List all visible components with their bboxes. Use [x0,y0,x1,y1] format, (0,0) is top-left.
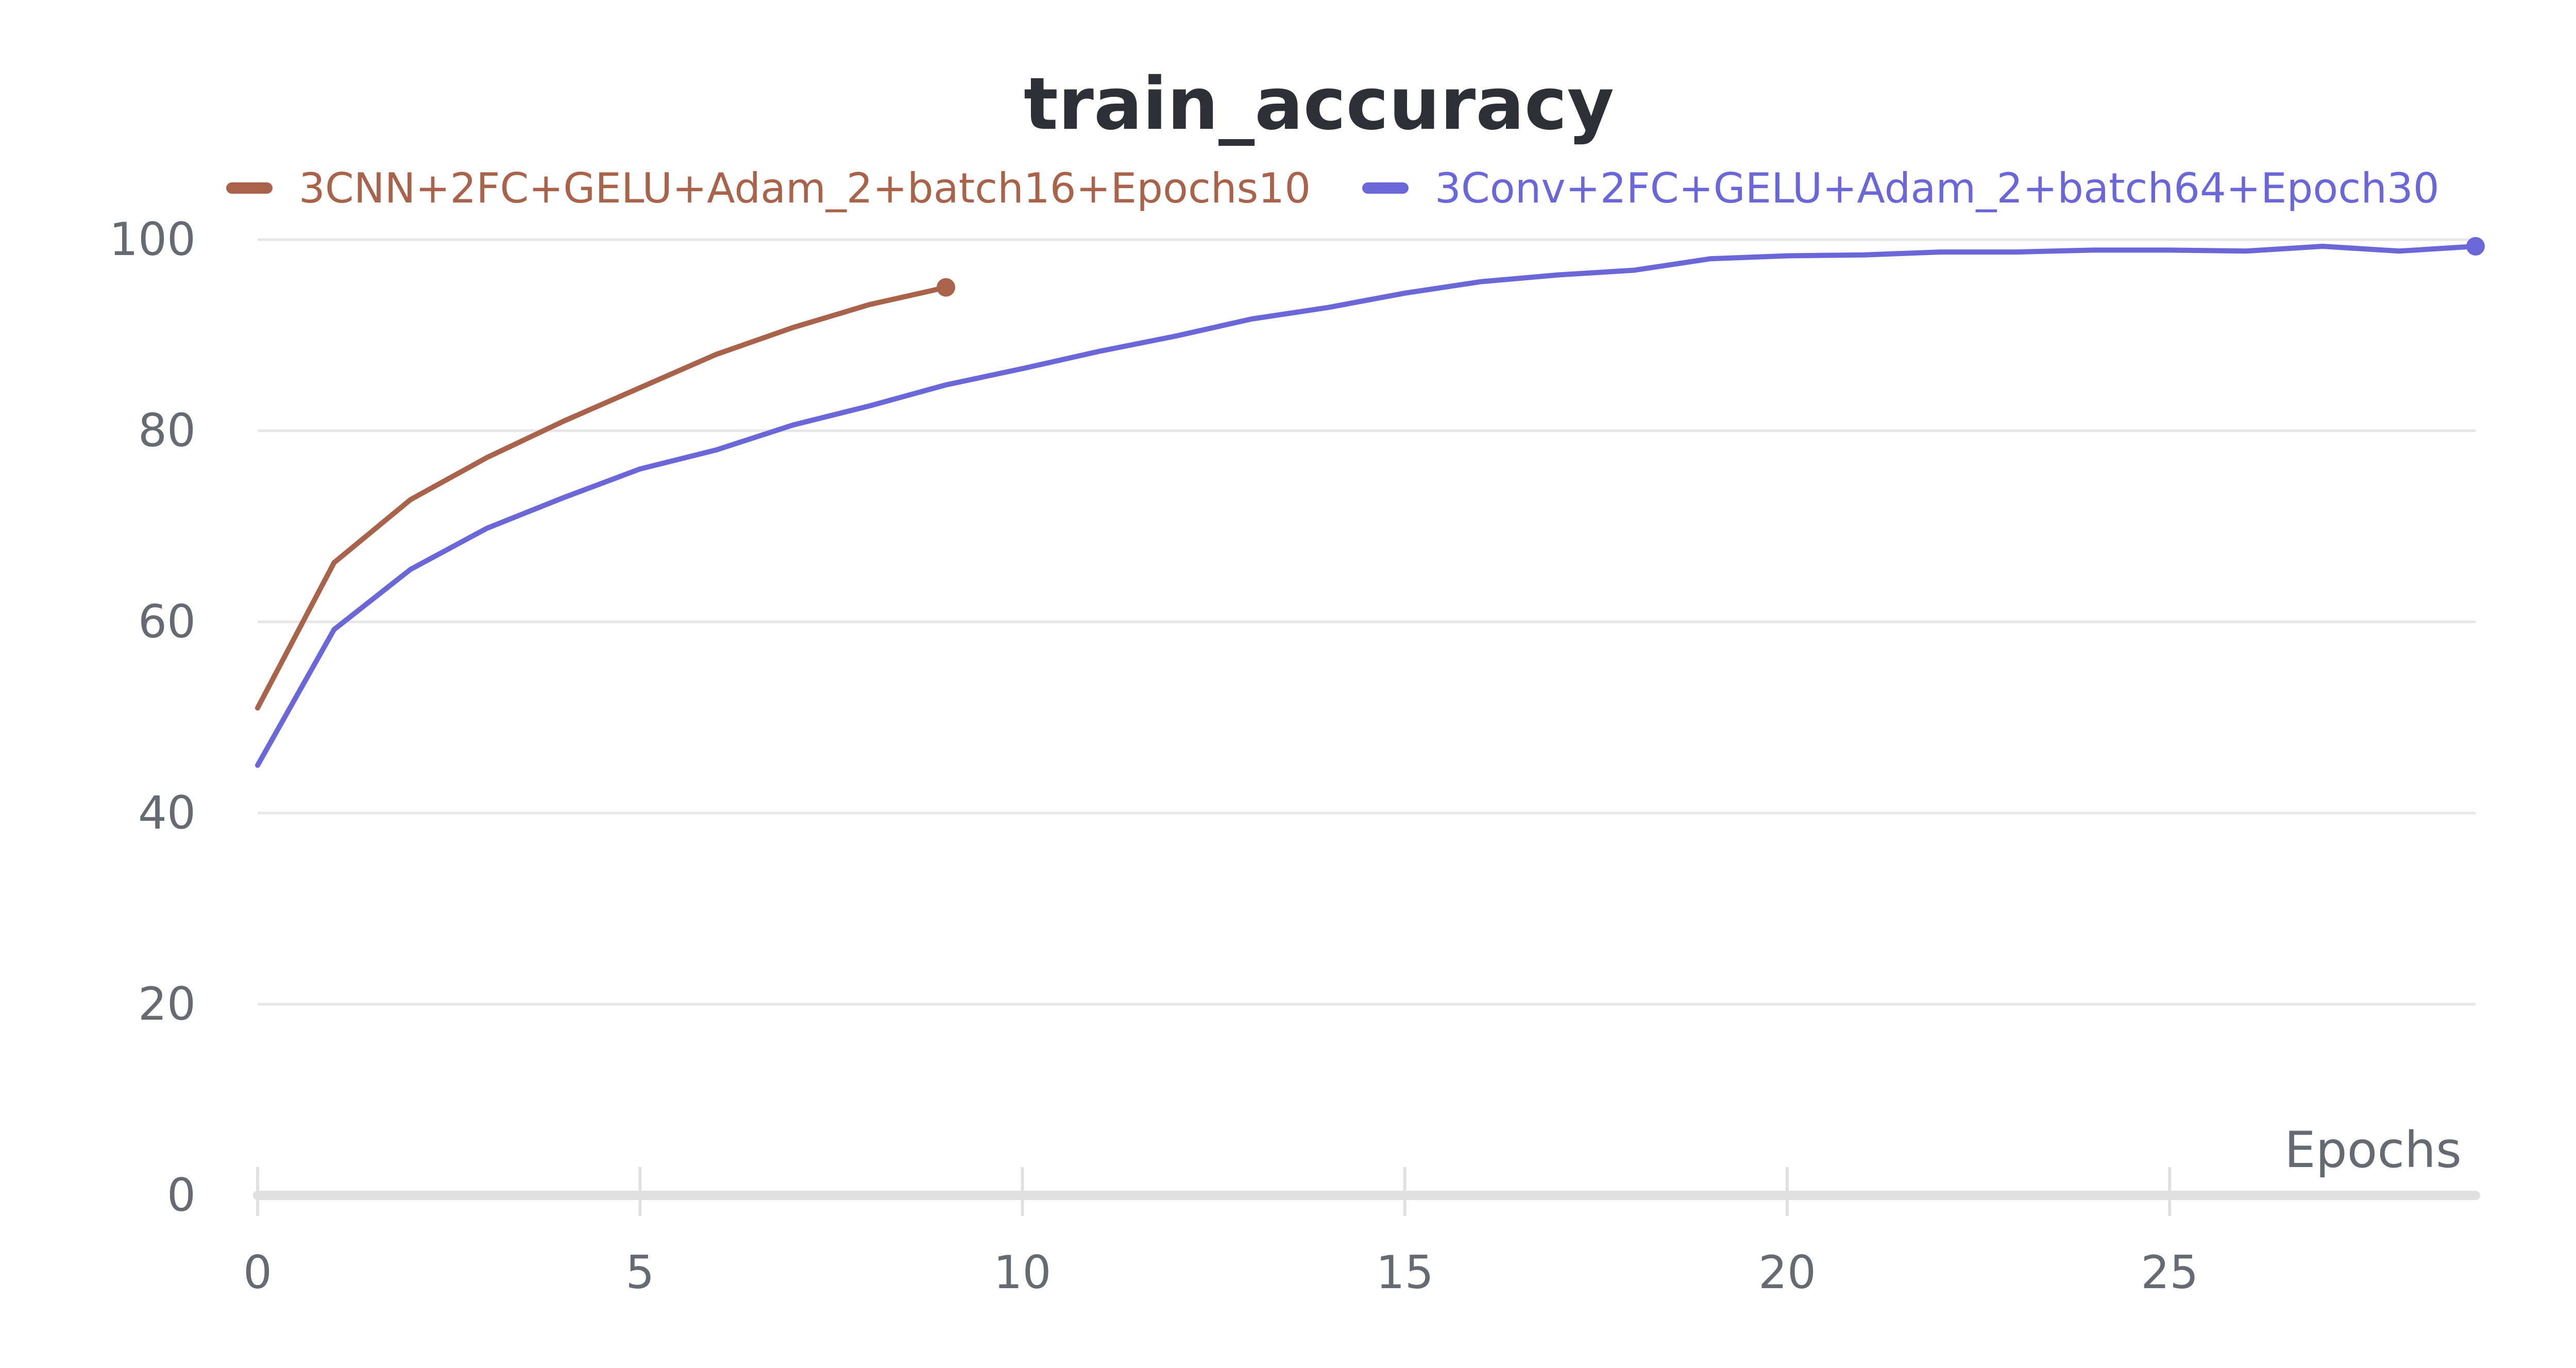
x-tick-label: 20 [1758,1246,1816,1299]
y-axis-ticks: 0 20 40 60 80 100 [109,213,196,1222]
legend-label-2[interactable]: 3Conv+2FC+GELU+Adam_2+batch64+Epoch30 [1435,164,2439,212]
x-tick-label: 10 [993,1246,1051,1299]
series-layer [255,237,2485,768]
chart-title: train_accuracy [1024,62,1614,146]
legend-label-1[interactable]: 3CNN+2FC+GELU+Adam_2+batch16+Epochs10 [299,164,1311,212]
legend[interactable]: 3CNN+2FC+GELU+Adam_2+batch16+Epochs10 3Co… [226,164,2439,212]
grid-lines [258,238,2476,1006]
y-tick-label: 20 [138,977,196,1031]
y-tick-label: 80 [138,404,196,457]
x-tick-label: 15 [1376,1246,1434,1299]
series-line-2 [255,244,2478,768]
x-axis-label: Epochs [2284,1121,2462,1179]
series-end-point-1 [937,278,956,297]
y-tick-label: 60 [138,595,196,648]
y-tick-label: 0 [167,1169,196,1222]
y-tick-label: 40 [138,786,196,839]
series-end-point-2 [2466,237,2485,256]
x-tick-label: 5 [625,1246,654,1299]
x-tick-label: 25 [2141,1246,2198,1299]
series-line-1 [255,284,948,711]
y-tick-label: 100 [109,213,196,266]
x-axis: 0 5 10 15 20 25 [243,1167,2480,1299]
x-tick-label: 0 [243,1246,272,1299]
